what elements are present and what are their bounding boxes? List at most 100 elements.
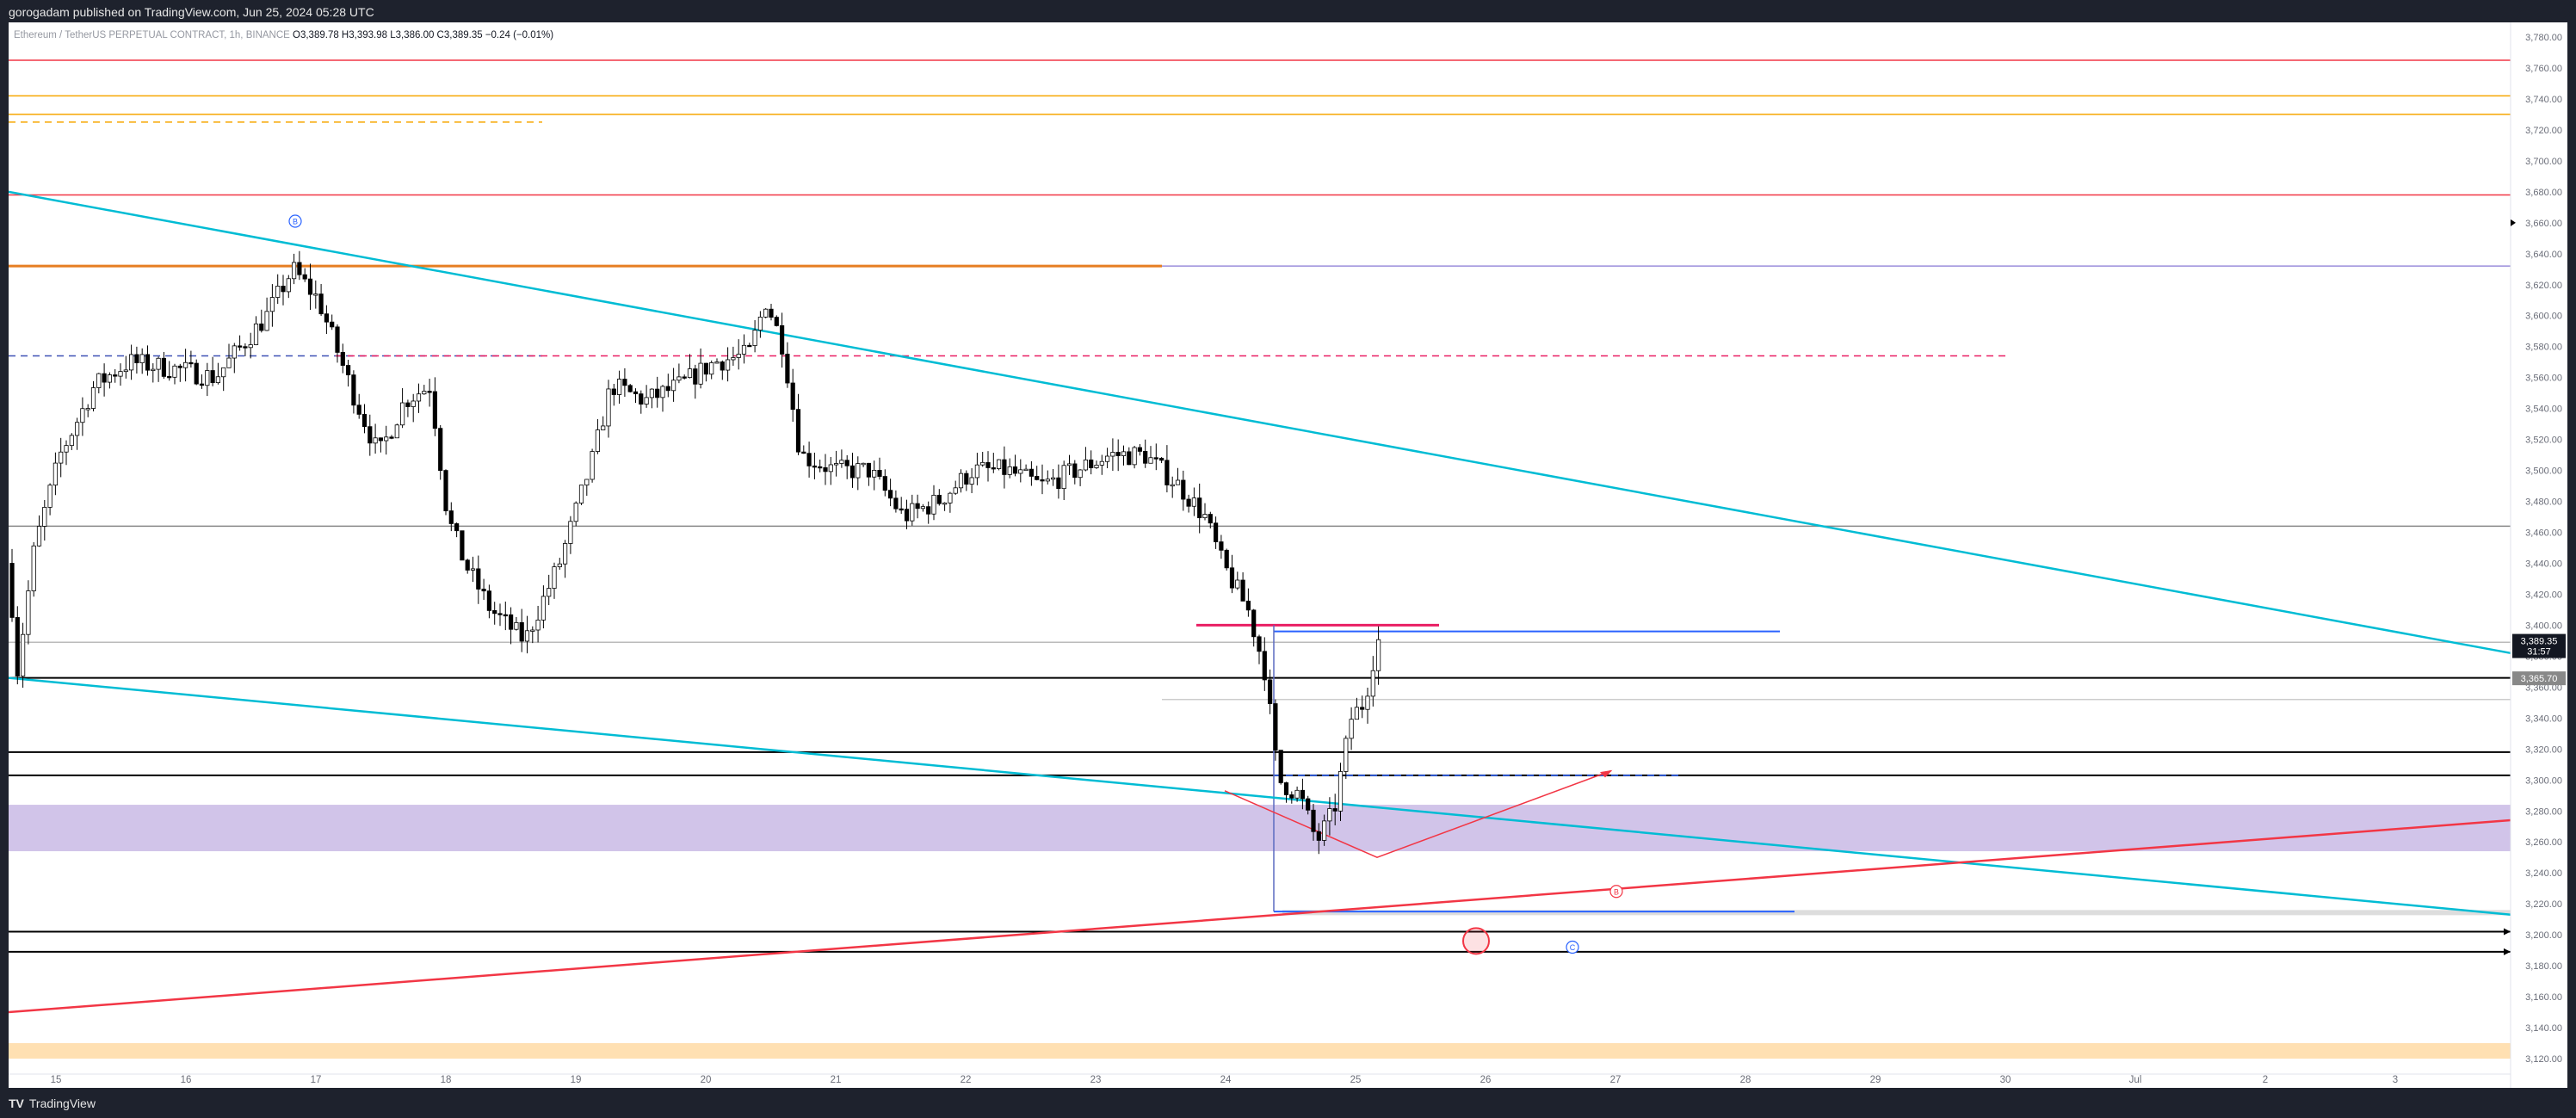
candle-body [177, 365, 182, 368]
upper-trendline[interactable] [9, 190, 2511, 655]
candle-body [568, 521, 573, 544]
candle-body [297, 262, 302, 275]
candle-body [801, 451, 806, 454]
price-tick-label: 3,220.00 [2525, 899, 2562, 910]
projection-path[interactable] [1224, 769, 1612, 859]
time-tick-label: 20 [701, 1075, 712, 1085]
time-tick-label: 18 [441, 1075, 452, 1085]
candle-body [1051, 477, 1056, 480]
candle-body [1360, 707, 1365, 710]
level-price-label: 3,365.70 [2521, 674, 2558, 684]
candle-body [606, 388, 611, 427]
candle-body [1257, 636, 1262, 652]
lower-trendline[interactable] [9, 676, 2511, 916]
candle-body [741, 344, 747, 355]
candle-body [291, 262, 297, 280]
candle-body [1349, 719, 1354, 739]
candle-body [15, 617, 20, 676]
candle-body [633, 391, 639, 395]
candle-body [856, 463, 861, 479]
candle-body [584, 479, 590, 486]
candle-body [849, 465, 856, 479]
price-chart[interactable]: B B C Ethereum / TetherUS PERPETUAL CONTRAC… [9, 22, 2567, 1088]
price-tick-label: 3,120.00 [2525, 1054, 2562, 1065]
candle-body [161, 357, 166, 377]
candle-body [1045, 479, 1050, 482]
candle-body [687, 368, 693, 379]
price-tick-label: 3,540.00 [2525, 405, 2562, 415]
candle-body [145, 354, 151, 371]
candle-body [969, 477, 974, 485]
price-tick-label: 3,420.00 [2525, 590, 2562, 600]
price-tick-label: 3,140.00 [2525, 1023, 2562, 1034]
candle-body [1164, 460, 1170, 485]
candle-body [427, 391, 432, 393]
scroll-marker-icon [2511, 219, 2516, 226]
candle-body [1327, 808, 1332, 822]
target-circle[interactable] [1462, 927, 1490, 955]
candle-body [465, 559, 470, 571]
publisher-bar: gorogadam published on TradingView.com, … [0, 0, 2576, 22]
candle-body [693, 368, 698, 385]
price-tick-label: 3,660.00 [2525, 219, 2562, 229]
candle-body [1229, 567, 1235, 589]
time-tick-label: 29 [1870, 1075, 1881, 1085]
candle-body [460, 530, 465, 561]
candle-body [557, 563, 562, 567]
candle-body [655, 388, 660, 398]
candle-body [313, 293, 318, 296]
candle-body [834, 463, 839, 466]
candle-body [1023, 468, 1029, 472]
candle-body [936, 494, 942, 504]
candle-body [1235, 579, 1240, 589]
candle-body [524, 630, 530, 642]
candle-body [90, 387, 96, 409]
candle-body [1283, 782, 1289, 795]
candle-body [405, 402, 411, 407]
red-rising-trendline[interactable] [9, 818, 2511, 1014]
candle-body [866, 462, 872, 478]
candle-body [1056, 477, 1061, 490]
candle-body [1316, 831, 1321, 841]
candle-body [151, 368, 156, 372]
price-tick-label: 3,560.00 [2525, 374, 2562, 384]
zone-1 [9, 1043, 2511, 1059]
candle-body [9, 563, 15, 618]
candle-body [997, 459, 1002, 469]
candle-body [578, 485, 584, 503]
price-tick-label: 3,680.00 [2525, 188, 2562, 198]
candle-body [877, 470, 882, 477]
candle-body [69, 435, 74, 447]
candle-body [1197, 497, 1202, 519]
candle-body [275, 286, 281, 298]
symbol-header-part: C3,389.35 [434, 30, 482, 40]
candle-body [828, 464, 833, 473]
price-tick-label: 3,320.00 [2525, 744, 2562, 755]
candle-body [958, 473, 964, 489]
candle-body [920, 506, 925, 510]
candle-body [438, 428, 443, 472]
candle-body [1110, 452, 1115, 457]
candle-body [747, 344, 752, 348]
candle-body [974, 464, 979, 479]
candle-body [1191, 497, 1196, 507]
candle-body [345, 365, 351, 376]
candle-body [671, 380, 676, 392]
candle-body [167, 375, 172, 379]
price-tick-label: 3,400.00 [2525, 621, 2562, 631]
candle-body [1018, 469, 1023, 474]
candle-body [1029, 468, 1034, 477]
candle-body [627, 385, 633, 392]
candle-body [1289, 794, 1294, 799]
candle-body [470, 568, 476, 571]
candle-body [36, 526, 42, 547]
candle-body [899, 508, 904, 511]
candle-body [330, 321, 335, 328]
candle-body [384, 436, 389, 442]
tradingview-brand[interactable]: TV TradingView [9, 1096, 96, 1110]
candle-body [210, 370, 215, 384]
support-band [1282, 910, 2511, 916]
candle-body [20, 633, 26, 676]
candle-body [676, 376, 682, 381]
candle-body [324, 313, 330, 323]
